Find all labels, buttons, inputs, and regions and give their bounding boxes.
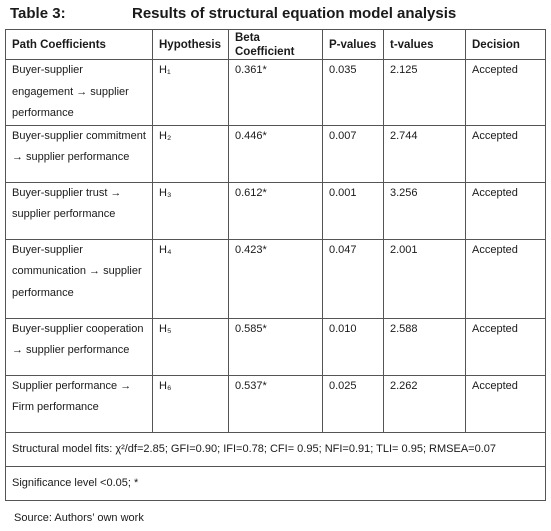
path-cell: Supplier performance → Firm performance <box>5 374 153 433</box>
header-p-values: P-values <box>322 29 384 60</box>
t-value-cell: 2.125 <box>383 59 466 126</box>
model-fits-cell: Structural model fits: χ²/df=2.85; GFI=0… <box>5 431 546 467</box>
table-caption: Results of structural equation model ana… <box>132 5 457 22</box>
header-path-coefficients: Path Coefficients <box>5 29 153 60</box>
p-value-cell: 0.010 <box>322 317 384 376</box>
table-title: Table 3: Results of structural equation … <box>10 5 550 27</box>
model-fits-row: Structural model fits: χ²/df=2.85; GFI=0… <box>5 431 546 467</box>
path-cell: Buyer-supplier trust → supplier performa… <box>5 181 153 240</box>
header-hypothesis: Hypothesis <box>152 29 229 60</box>
beta-cell: 0.537* <box>228 374 323 433</box>
path-cell: Buyer-supplier engagement → supplier per… <box>5 59 153 126</box>
table-row: Buyer-supplier engagement → supplier per… <box>5 59 546 126</box>
beta-cell: 0.423* <box>228 238 323 319</box>
decision-cell: Accepted <box>465 124 546 183</box>
path-cell: Buyer-supplier communication → supplier … <box>5 238 153 319</box>
hypothesis-cell: H₄ <box>152 238 229 319</box>
hypothesis-cell: H₃ <box>152 181 229 240</box>
hypothesis-cell: H₁ <box>152 59 229 126</box>
path-cell: Buyer-supplier cooperation → supplier pe… <box>5 317 153 376</box>
beta-cell: 0.612* <box>228 181 323 240</box>
beta-cell: 0.361* <box>228 59 323 126</box>
table-row: Buyer-supplier trust → supplier performa… <box>5 181 546 240</box>
beta-cell: 0.585* <box>228 317 323 376</box>
decision-cell: Accepted <box>465 238 546 319</box>
source-note: Source: Authors’ own work <box>14 512 144 524</box>
beta-cell: 0.446* <box>228 124 323 183</box>
t-value-cell: 2.262 <box>383 374 466 433</box>
p-value-cell: 0.025 <box>322 374 384 433</box>
results-table: Path Coefficients Hypothesis Beta Coeffi… <box>5 29 546 501</box>
hypothesis-cell: H₅ <box>152 317 229 376</box>
path-cell: Buyer-supplier commitment → supplier per… <box>5 124 153 183</box>
t-value-cell: 2.001 <box>383 238 466 319</box>
t-value-cell: 3.256 <box>383 181 466 240</box>
p-value-cell: 0.001 <box>322 181 384 240</box>
table-label: Table 3: <box>10 5 66 22</box>
table-row: Supplier performance → Firm performance … <box>5 374 546 433</box>
table-row: Buyer-supplier cooperation → supplier pe… <box>5 317 546 376</box>
header-t-values: t-values <box>383 29 466 60</box>
p-value-cell: 0.047 <box>322 238 384 319</box>
header-decision: Decision <box>465 29 546 60</box>
hypothesis-cell: H₂ <box>152 124 229 183</box>
header-row: Path Coefficients Hypothesis Beta Coeffi… <box>5 29 546 60</box>
header-beta-coefficient: Beta Coefficient <box>228 29 323 60</box>
table-row: Buyer-supplier commitment → supplier per… <box>5 124 546 183</box>
p-value-cell: 0.035 <box>322 59 384 126</box>
decision-cell: Accepted <box>465 374 546 433</box>
t-value-cell: 2.744 <box>383 124 466 183</box>
t-value-cell: 2.588 <box>383 317 466 376</box>
table-row: Buyer-supplier communication → supplier … <box>5 238 546 319</box>
hypothesis-cell: H₆ <box>152 374 229 433</box>
decision-cell: Accepted <box>465 181 546 240</box>
significance-row: Significance level <0.05; * <box>5 465 546 501</box>
significance-cell: Significance level <0.05; * <box>5 465 546 501</box>
decision-cell: Accepted <box>465 59 546 126</box>
decision-cell: Accepted <box>465 317 546 376</box>
p-value-cell: 0.007 <box>322 124 384 183</box>
